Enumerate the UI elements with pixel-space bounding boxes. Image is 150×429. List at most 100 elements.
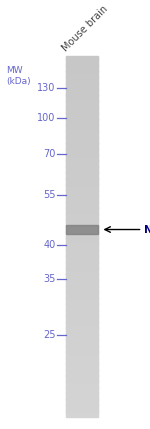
Bar <box>66 197 98 199</box>
Bar <box>66 293 98 294</box>
Bar <box>66 219 98 221</box>
Bar <box>66 356 98 358</box>
Bar <box>66 305 98 307</box>
Bar <box>66 331 98 332</box>
Bar <box>66 363 98 365</box>
Bar <box>66 380 98 382</box>
Bar <box>66 237 98 239</box>
Bar <box>66 299 98 300</box>
Bar <box>66 134 98 136</box>
Bar <box>66 104 98 106</box>
Bar <box>66 410 98 412</box>
Bar <box>66 251 98 252</box>
Bar <box>66 277 98 278</box>
Bar <box>66 307 98 308</box>
Bar <box>66 65 98 67</box>
Bar <box>66 101 98 103</box>
Bar <box>66 60 98 62</box>
Bar <box>66 375 98 377</box>
Bar <box>66 396 98 397</box>
Bar <box>66 313 98 314</box>
Bar <box>66 113 98 115</box>
Bar <box>66 105 98 107</box>
Bar <box>66 314 98 316</box>
Bar <box>66 147 98 149</box>
Bar <box>66 190 98 192</box>
Bar <box>66 239 98 241</box>
Bar <box>66 372 98 373</box>
Bar <box>66 255 98 257</box>
Bar <box>66 109 98 110</box>
Bar <box>66 80 98 82</box>
Bar <box>66 115 98 116</box>
Bar <box>66 339 98 341</box>
Bar <box>66 93 98 95</box>
Bar <box>66 164 98 166</box>
Bar <box>66 83 98 85</box>
Bar <box>66 139 98 140</box>
Bar <box>66 257 98 258</box>
Text: Mouse brain: Mouse brain <box>60 4 110 54</box>
Bar <box>66 199 98 200</box>
Text: MW
(kDa): MW (kDa) <box>6 66 31 86</box>
Bar <box>66 253 98 254</box>
Bar <box>66 308 98 310</box>
Bar <box>66 257 98 259</box>
Text: 130: 130 <box>37 83 56 93</box>
Bar <box>66 95 98 97</box>
Bar <box>66 305 98 306</box>
Bar <box>66 92 98 94</box>
Bar <box>66 88 98 90</box>
Bar <box>66 389 98 390</box>
Bar <box>66 195 98 197</box>
Bar <box>66 315 98 317</box>
Bar <box>66 365 98 366</box>
Bar <box>66 170 98 172</box>
Bar <box>66 169 98 170</box>
Bar <box>66 379 98 381</box>
Bar <box>66 171 98 173</box>
Bar <box>66 317 98 319</box>
Bar <box>66 94 98 96</box>
Bar <box>66 299 98 301</box>
Bar <box>66 214 98 216</box>
Bar <box>66 387 98 389</box>
Bar <box>66 374 98 376</box>
Bar <box>66 321 98 323</box>
Bar <box>66 325 98 326</box>
Bar <box>66 202 98 204</box>
Bar <box>66 319 98 320</box>
Bar <box>66 265 98 266</box>
Bar <box>66 127 98 128</box>
Bar <box>66 133 98 134</box>
Bar <box>66 154 98 156</box>
Bar <box>66 56 98 57</box>
Bar <box>66 230 98 232</box>
Bar <box>66 58 98 60</box>
Bar <box>66 189 98 191</box>
Bar <box>66 69 98 71</box>
Bar <box>66 366 98 367</box>
Bar <box>66 103 98 104</box>
Bar <box>66 86 98 88</box>
Bar <box>66 373 98 375</box>
Bar <box>66 82 98 84</box>
Text: 35: 35 <box>43 274 56 284</box>
Bar <box>66 260 98 262</box>
Bar <box>66 70 98 72</box>
Bar <box>66 63 98 65</box>
Bar <box>66 409 98 411</box>
Bar <box>66 278 98 280</box>
Bar <box>66 151 98 152</box>
Bar <box>66 405 98 407</box>
Bar <box>66 320 98 322</box>
Bar <box>66 79 98 80</box>
Bar <box>66 119 98 121</box>
Bar <box>66 85 98 86</box>
Bar <box>66 193 98 194</box>
Bar <box>66 155 98 157</box>
Bar <box>66 341 98 343</box>
Bar <box>66 182 98 184</box>
Bar <box>66 343 98 344</box>
Bar <box>66 404 98 406</box>
